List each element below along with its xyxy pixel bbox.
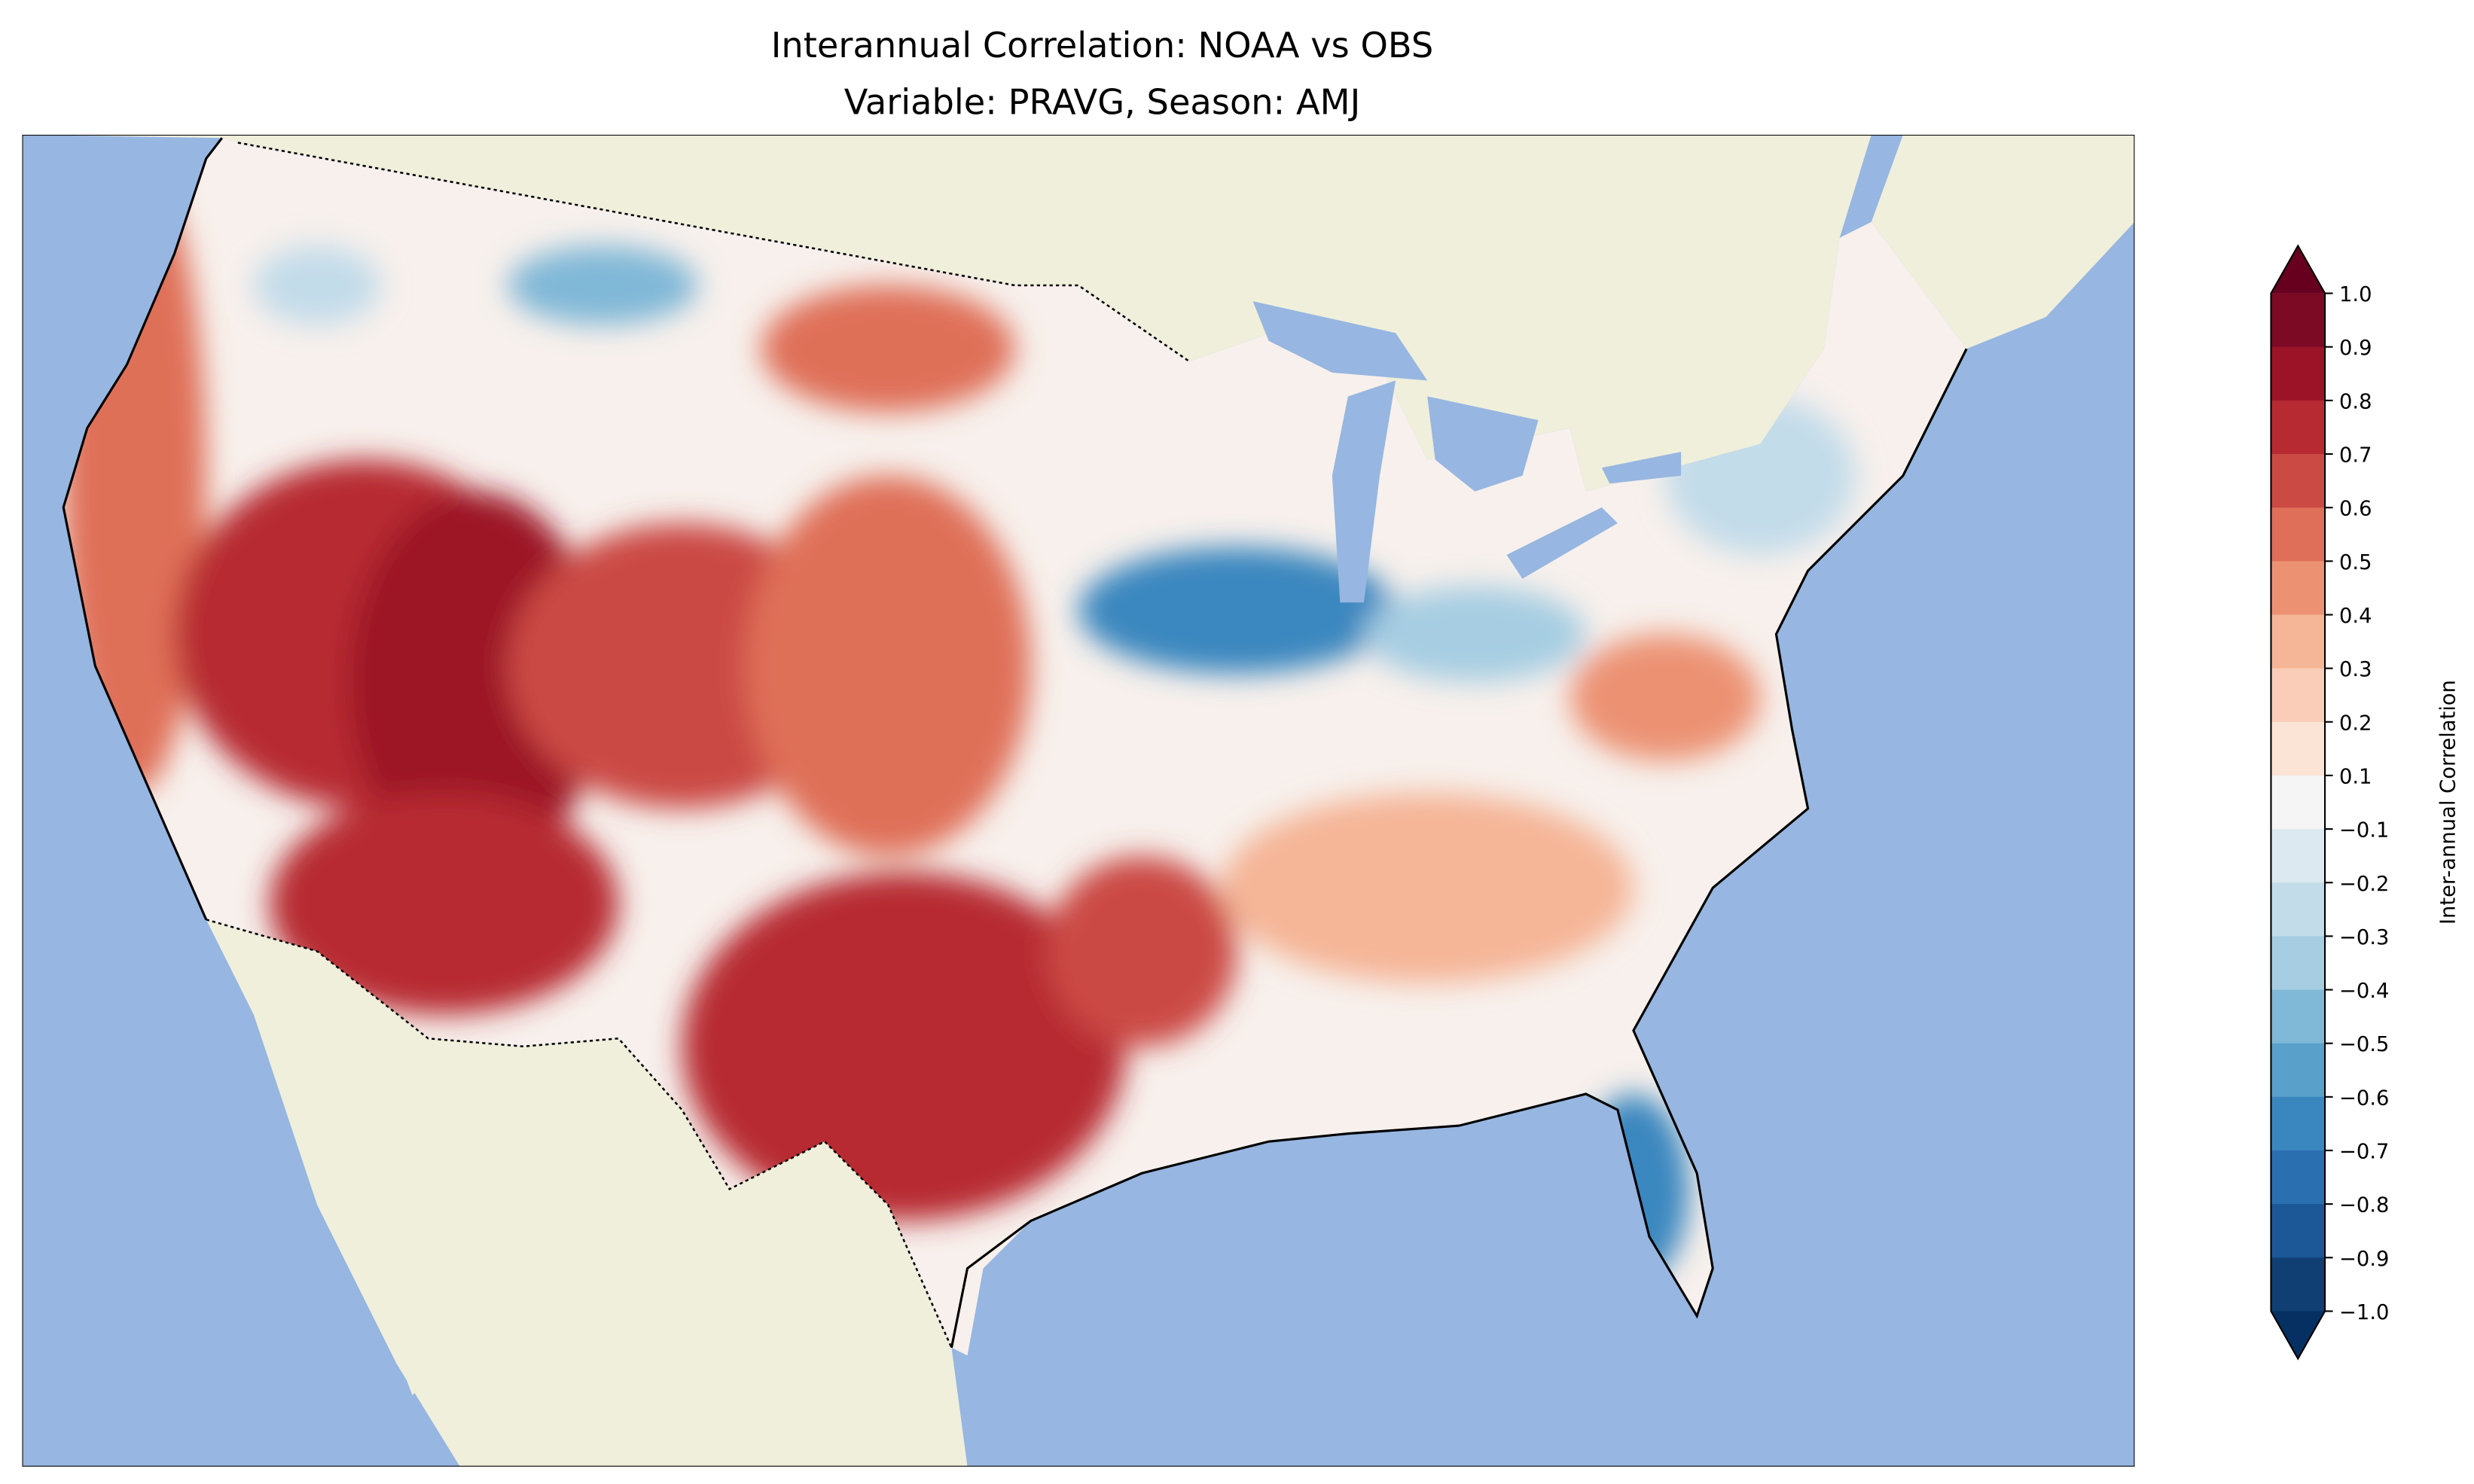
- lake-superior: [1252, 301, 1428, 381]
- colorbar-tick-label: 1.0: [2339, 283, 2372, 306]
- colorbar-segment: [2271, 989, 2326, 1044]
- canada-east-land: [1871, 134, 2135, 349]
- texas-positive: [682, 872, 1127, 1221]
- us-coastline: [62, 137, 224, 920]
- colorbar-segment: [2271, 561, 2326, 616]
- lake-erie: [1506, 507, 1618, 579]
- colorbar-tick-label: −0.6: [2339, 1086, 2389, 1110]
- colorbar-segment: [2271, 1204, 2326, 1259]
- southwest-positive: [269, 792, 619, 1015]
- colorbar-segment: [2271, 1096, 2326, 1152]
- lake-huron: [1427, 396, 1539, 492]
- border-line: [237, 142, 1191, 363]
- colorbar-segment: [2271, 400, 2326, 456]
- mexico-border: [206, 919, 953, 1348]
- colorbar-tick-label: −0.3: [2339, 926, 2389, 949]
- colorbar-tick-label: 0.7: [2339, 444, 2372, 468]
- colorbar-tick-label: −1.0: [2339, 1301, 2389, 1324]
- plains-positive: [745, 475, 1031, 857]
- ohio-negative: [1363, 587, 1586, 682]
- colorbar-tick-label: −0.1: [2339, 819, 2389, 843]
- colorbar-tick-label: −0.9: [2339, 1248, 2389, 1271]
- colorbar-tick-label: 0.3: [2339, 658, 2372, 681]
- colorbar-tick-label: −0.8: [2339, 1194, 2389, 1217]
- colorbar-tick-label: 0.8: [2339, 390, 2372, 413]
- colorbar-tick-label: 0.6: [2339, 498, 2372, 521]
- lake-ontario: [1601, 452, 1682, 484]
- gulf-coastline: [950, 348, 1968, 1348]
- colorbar-tick-label: −0.4: [2339, 980, 2389, 1003]
- colorbar-extend-bottom: [2271, 1311, 2326, 1359]
- colorbar-segment: [2271, 936, 2326, 991]
- colorbar-tick-label: −0.7: [2339, 1141, 2389, 1164]
- colorbar-segment: [2271, 882, 2326, 937]
- colorbar-label: Inter-annual Correlation: [2437, 680, 2460, 925]
- colorbar-segment: [2271, 1257, 2326, 1312]
- colorbar-segment: [2271, 829, 2326, 884]
- baja-land: [277, 983, 429, 1396]
- colorbar-segment: [2271, 346, 2326, 401]
- colorbar-tick-label: −0.5: [2339, 1033, 2389, 1056]
- virginia-positive: [1570, 634, 1761, 761]
- chart-subtitle: Variable: PRAVG, Season: AMJ: [844, 82, 1361, 123]
- montana-negative: [507, 245, 698, 325]
- midwest-negative: [1078, 547, 1396, 674]
- southeast-positive: [1221, 792, 1634, 983]
- colorbar-tick-label: 0.1: [2339, 765, 2372, 788]
- colorbar-segment: [2271, 1150, 2326, 1205]
- lake-michigan: [1332, 380, 1396, 603]
- colorbar-segment: [2271, 721, 2326, 776]
- colorbar: 1.0 0.9 0.8 0.7 0.6 0.5 0.4 0.3 0.2 0.1 −0.1 −0.2 −0…: [2270, 244, 2389, 1361]
- colorbar-tick-label: 0.5: [2339, 551, 2372, 574]
- colorbar-extend-top: [2271, 245, 2326, 294]
- colorbar-tick-label: 0.9: [2339, 337, 2372, 360]
- colorbar-segment: [2271, 775, 2326, 830]
- colorbar-tick-label: −0.2: [2339, 873, 2389, 896]
- canada-land: [22, 134, 1872, 492]
- colorbar-segment: [2271, 454, 2326, 509]
- colorbar-segment: [2271, 293, 2326, 348]
- colorbar-segment: [2271, 614, 2326, 669]
- colorbar-tick-label: 0.4: [2339, 605, 2372, 628]
- colorbar-segment: [2271, 668, 2326, 723]
- colorbar-segment: [2271, 1043, 2326, 1098]
- colorbar-tick-label: 0.2: [2339, 712, 2372, 735]
- northplains-positive: [761, 285, 1015, 413]
- idaho-negative: [253, 245, 381, 325]
- chart-title: Interannual Correlation: NOAA vs OBS: [771, 25, 1434, 66]
- arkansas-positive: [1046, 856, 1237, 1047]
- colorbar-segment: [2271, 507, 2326, 562]
